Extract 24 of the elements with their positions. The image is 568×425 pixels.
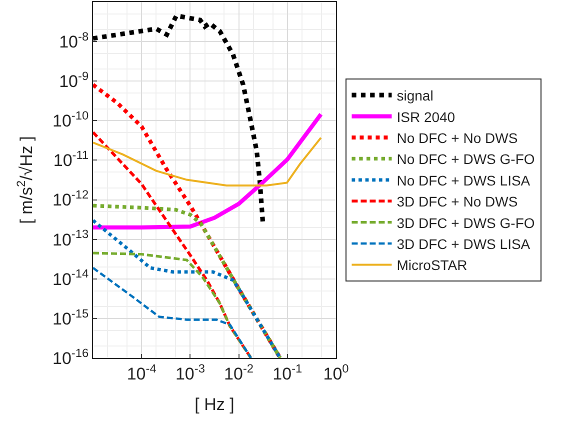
x-tick-label: 10$^{0}$: [323, 361, 350, 384]
y-tick-label: 10$^{-12}$: [52, 188, 89, 210]
y-tick-label: 10$^{-9}$: [59, 68, 89, 92]
y-tick-label: 10$^{-16}$: [52, 346, 89, 368]
legend-label: No DFC + DWS LISA: [396, 172, 531, 188]
y-tick-label: 10$^{-13}$: [52, 227, 89, 250]
y-tick-label: 10$^{-8}$: [59, 29, 89, 52]
x-tick-label: 10$^{-4}$: [126, 361, 157, 384]
legend-label: ISR 2040: [396, 108, 456, 125]
y-tick-label: 10$^{-11}$: [53, 148, 89, 170]
legend-label: 3D DFC + DWS G-FO: [396, 214, 535, 231]
y-tick-label: 10$^{-15}$: [52, 306, 89, 328]
legend-label: signal: [396, 88, 434, 104]
x-axis-title: [ Hz ]: [194, 394, 234, 414]
legend-label: MicroSTAR: [396, 257, 468, 274]
legend-label: No DFC + No DWS: [396, 130, 518, 146]
legend-label: No DFC + DWS G-FO: [396, 151, 535, 168]
x-tick-label: 10$^{-3}$: [175, 361, 206, 384]
x-tick-label: 10$^{-1}$: [272, 361, 303, 384]
y-tick-label: 10$^{-14}$: [52, 266, 89, 289]
legend-label: 3D DFC + DWS LISA: [396, 236, 531, 252]
legend-label: 3D DFC + No DWS: [396, 194, 518, 210]
x-tick-label: 10$^{-2}$: [224, 361, 254, 384]
y-tick-label: 10$^{-10}$: [52, 108, 89, 131]
